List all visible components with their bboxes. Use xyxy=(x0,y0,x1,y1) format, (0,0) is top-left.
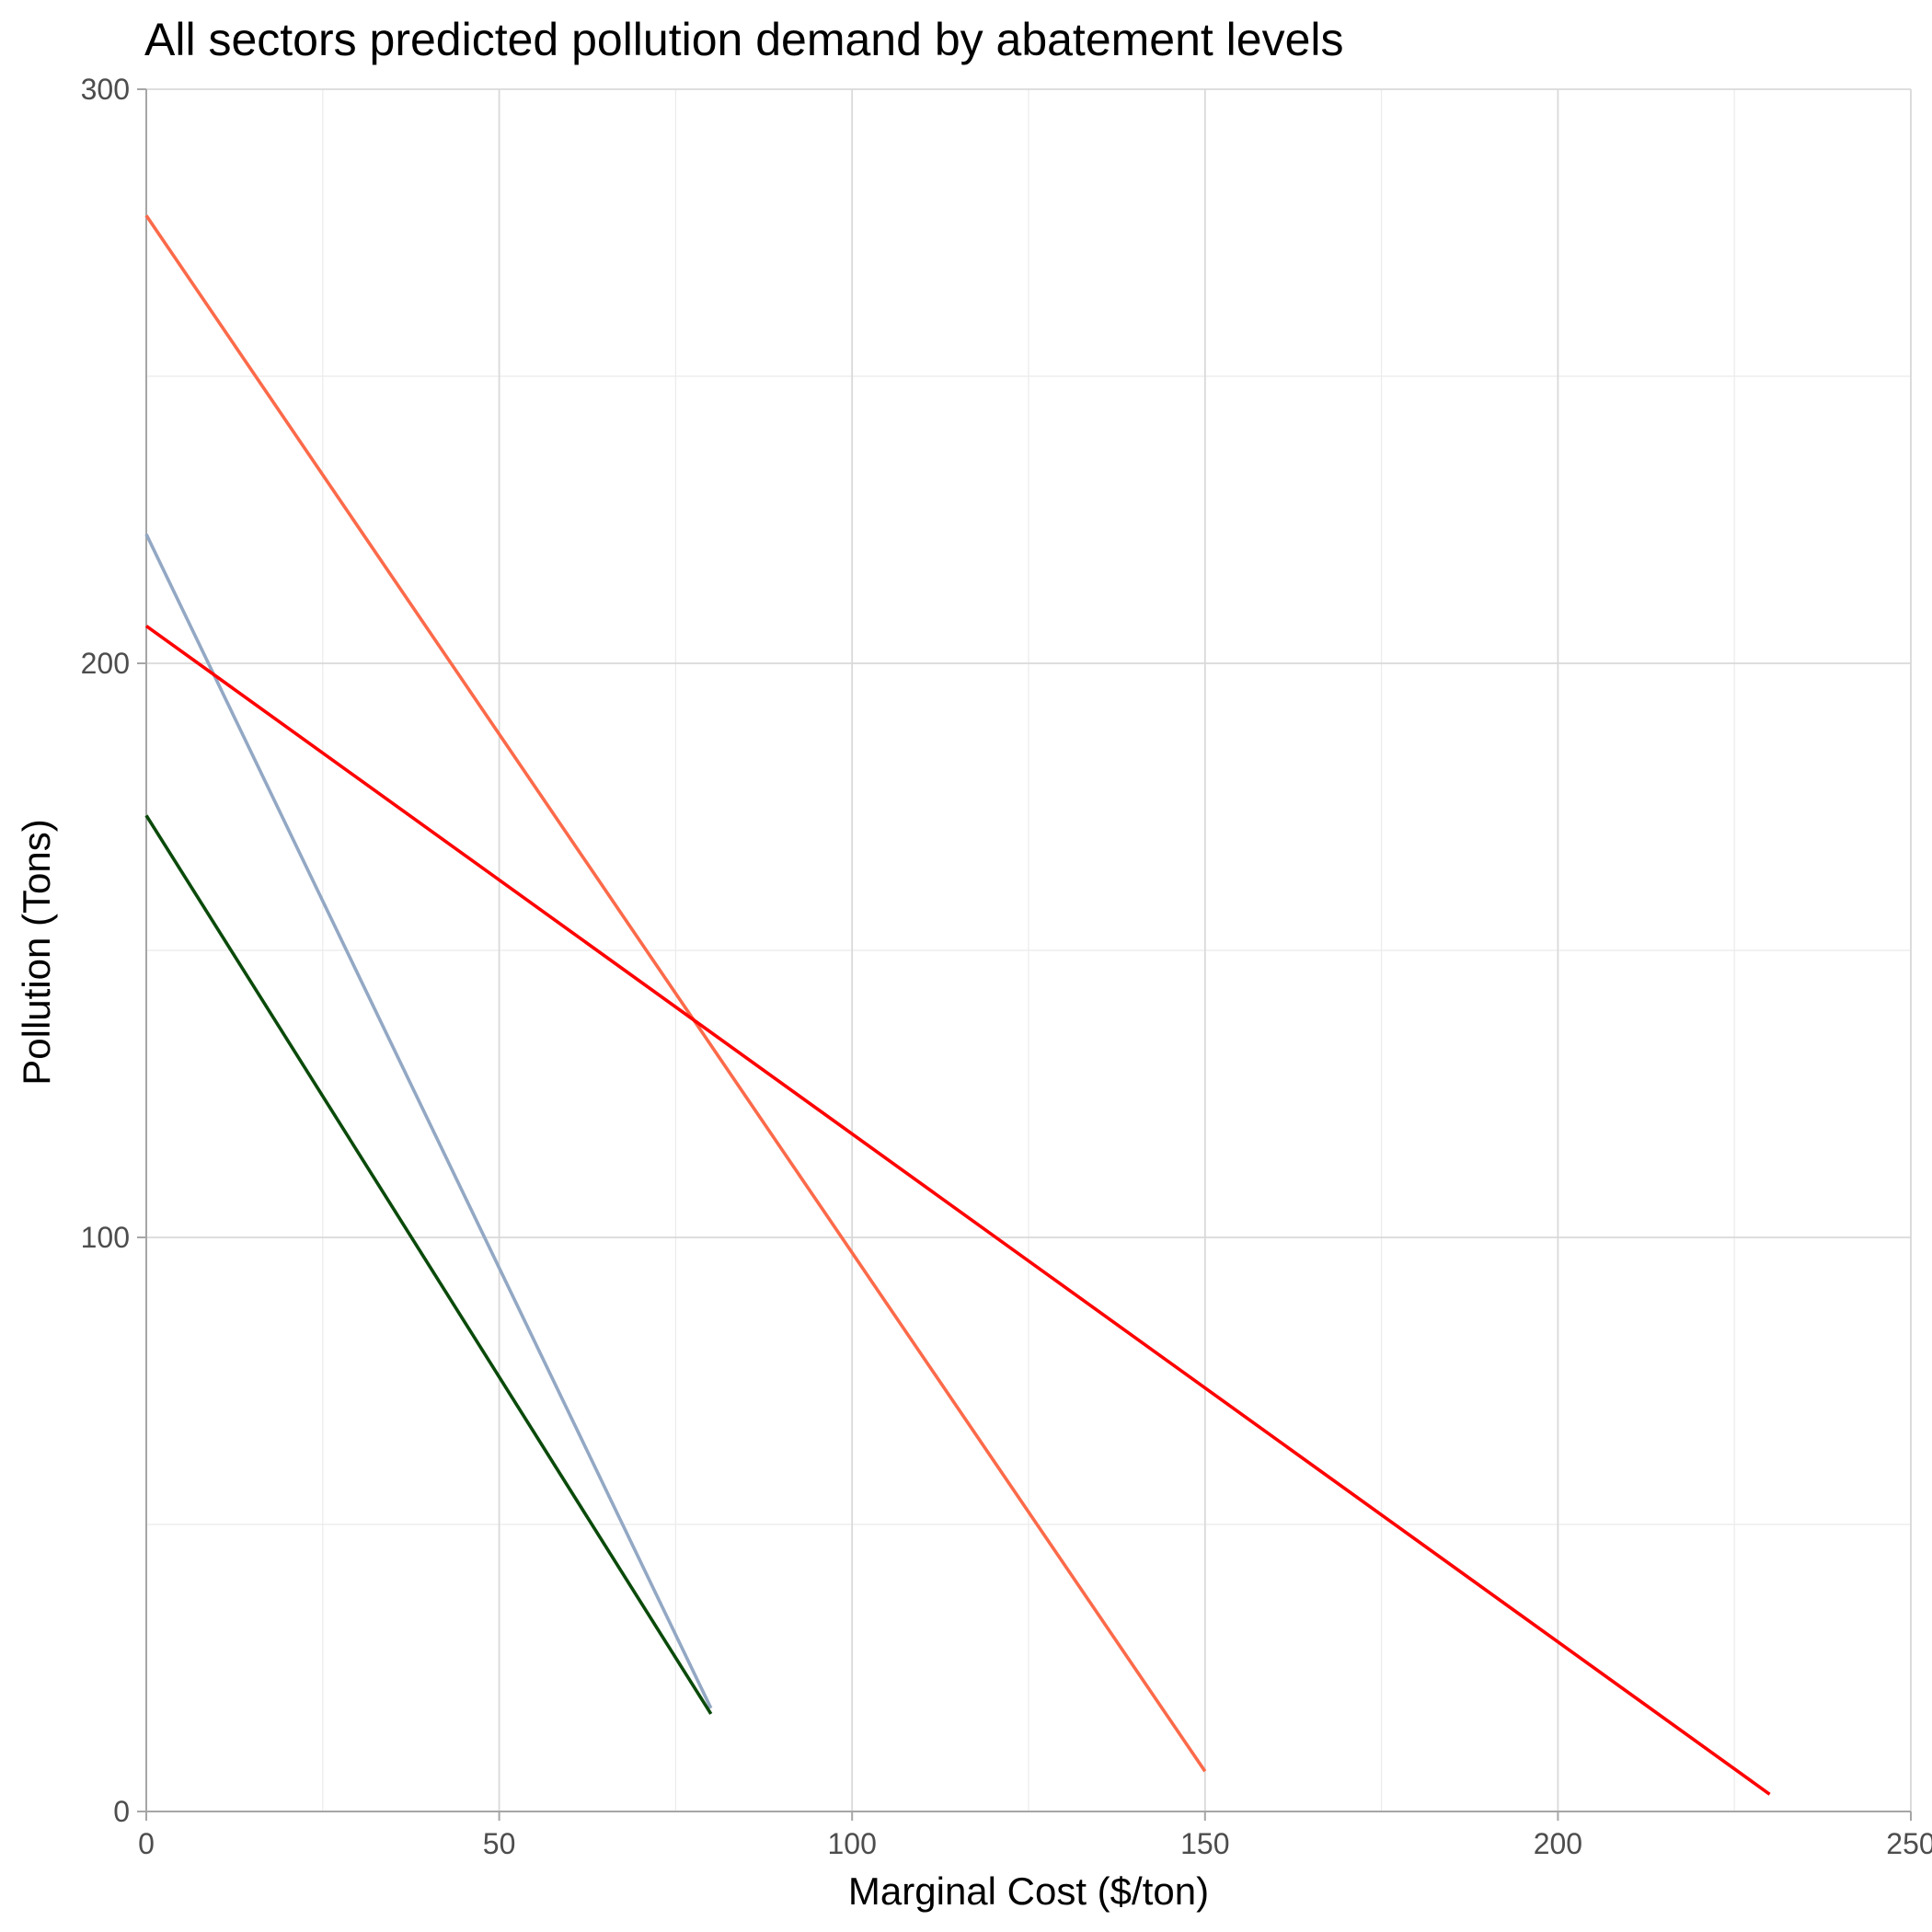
x-axis-title: Marginal Cost ($/ton) xyxy=(848,1869,1209,1913)
tick-marks xyxy=(137,88,1912,1821)
series-lines xyxy=(144,214,1771,1796)
series-line-3 xyxy=(144,624,1771,1796)
x-tick-label: 0 xyxy=(138,1827,155,1860)
y-tick-label: 0 xyxy=(113,1795,130,1828)
x-tick-label: 50 xyxy=(483,1827,516,1860)
y-tick-label: 200 xyxy=(81,647,130,680)
y-axis-title: Pollution (Tons) xyxy=(15,819,58,1085)
minor-gridlines xyxy=(146,89,1911,1811)
x-tick-label: 100 xyxy=(828,1827,877,1860)
x-tick-label: 150 xyxy=(1180,1827,1229,1860)
series-line-2 xyxy=(144,533,713,1709)
tick-labels: 0 50 100 150 200 250 0 100 200 300 xyxy=(81,73,1932,1860)
y-tick-label: 300 xyxy=(81,73,130,106)
x-tick-label: 250 xyxy=(1886,1827,1932,1860)
chart-title: All sectors predicted pollution demand b… xyxy=(144,14,1344,65)
major-gridlines xyxy=(145,88,1912,1812)
series-line-1 xyxy=(144,214,1207,1773)
y-tick-label: 100 xyxy=(81,1221,130,1254)
series-line-4 xyxy=(144,814,713,1715)
axes xyxy=(137,89,1911,1821)
x-tick-label: 200 xyxy=(1534,1827,1582,1860)
